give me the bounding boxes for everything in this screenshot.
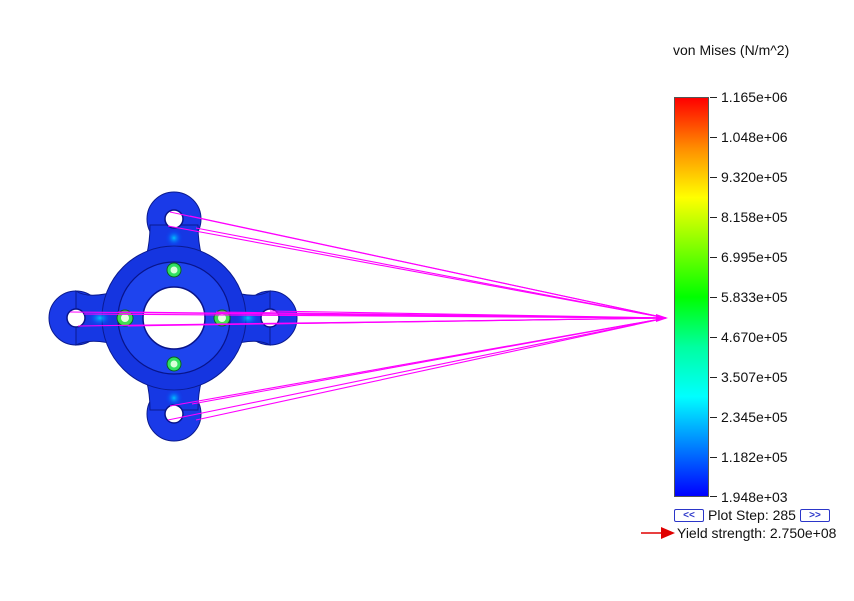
bolt-hole-top — [166, 262, 182, 278]
next-step-button[interactable]: >> — [799, 508, 830, 522]
colorbar-tick — [710, 97, 717, 98]
colorbar-tick — [710, 297, 717, 298]
yield-strength-row: Yield strength: 2.750e+08 — [641, 524, 836, 542]
colorbar-tick — [710, 417, 717, 418]
colorbar-tick — [710, 257, 717, 258]
colorbar-tick-label: 1.048e+06 — [721, 129, 788, 145]
stress-colorbar — [674, 97, 709, 497]
colorbar-tick — [710, 177, 717, 178]
plot-step-label: Plot Step: 285 — [708, 507, 796, 523]
colorbar-tick — [710, 217, 717, 218]
colorbar-tick-label: 5.833e+05 — [721, 289, 788, 305]
colorbar-tick-label: 9.320e+05 — [721, 169, 788, 185]
yield-arrow-icon — [641, 527, 675, 539]
flange-part[interactable] — [48, 191, 298, 442]
colorbar-tick — [710, 457, 717, 458]
colorbar-tick-label: 6.995e+05 — [721, 249, 788, 265]
colorbar-tick — [710, 496, 717, 497]
colorbar-tick — [710, 377, 717, 378]
colorbar-tick-label: 2.345e+05 — [721, 409, 788, 425]
legend-title: von Mises (N/m^2) — [673, 42, 790, 58]
colorbar-tick-label: 4.670e+05 — [721, 329, 788, 345]
colorbar-tick — [710, 137, 717, 138]
plot-step-control: << Plot Step: 285 >> — [674, 506, 830, 524]
load-lines — [69, 211, 667, 421]
colorbar-tick-label: 1.182e+05 — [721, 449, 788, 465]
colorbar-tick-label: 8.158e+05 — [721, 209, 788, 225]
mount-hole-top — [164, 209, 184, 229]
mount-hole-left — [66, 308, 86, 328]
load-arrow-head — [656, 314, 668, 322]
yield-strength-label: Yield strength: 2.750e+08 — [677, 525, 837, 541]
bolt-hole-bottom — [166, 356, 182, 372]
colorbar-tick-label: 1.165e+06 — [721, 89, 788, 105]
previous-step-button[interactable]: << — [674, 508, 704, 522]
colorbar-tick-label: 3.507e+05 — [721, 369, 788, 385]
colorbar-tick-label: 1.948e+03 — [721, 489, 788, 505]
mount-hole-bottom — [164, 404, 184, 424]
bore-hole — [142, 286, 206, 350]
colorbar-tick — [710, 337, 717, 338]
